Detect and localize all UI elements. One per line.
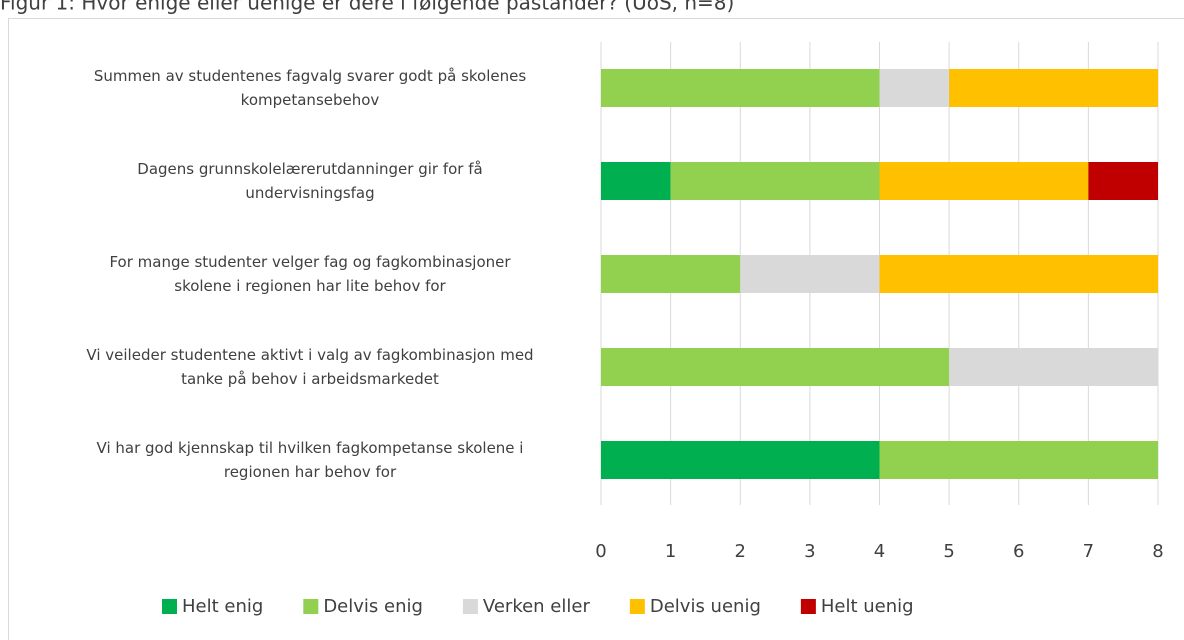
bar-segment (740, 255, 880, 293)
legend-swatch (162, 599, 177, 614)
bar-segment (670, 162, 880, 200)
bar-segment (879, 441, 1158, 479)
category-label: For mange studenter velger fag og fagkom… (109, 253, 511, 295)
bar-segment (879, 162, 1089, 200)
bar-segment (949, 348, 1158, 386)
x-tick-label: 7 (1083, 541, 1094, 562)
bar-segment (601, 255, 741, 293)
x-tick-label: 5 (943, 541, 954, 562)
x-tick-label: 3 (804, 541, 815, 562)
category-label: Summen av studentenes fagvalg svarer god… (93, 67, 527, 109)
legend-label: Verken eller (483, 596, 591, 617)
x-tick-label: 8 (1152, 541, 1163, 562)
bar-segment (601, 348, 950, 386)
bar-segment (949, 69, 1158, 107)
legend-label: Delvis enig (323, 596, 423, 617)
legend-label: Delvis uenig (650, 596, 761, 617)
chart-title: Figur 1: Hvor enige eller uenige er dere… (0, 0, 734, 15)
legend-swatch (629, 599, 645, 614)
x-tick-label: 6 (1013, 541, 1024, 562)
category-label: Vi har god kjennskap til hvilken fagkomp… (96, 439, 524, 481)
category-label: Vi veileder studentene aktivt i valg av … (86, 346, 534, 388)
category-label: Dagens grunnskolelærerutdanninger gir fo… (137, 160, 483, 202)
bar-segment (601, 69, 880, 107)
x-tick-label: 0 (595, 541, 606, 562)
legend-label: Helt uenig (821, 596, 914, 617)
bar-segment (1088, 162, 1158, 200)
x-tick-label: 4 (874, 541, 885, 562)
legend-swatch (303, 599, 319, 614)
legend-swatch (800, 599, 816, 614)
chart-border (8, 18, 1184, 640)
bar-segment (601, 162, 671, 200)
bar-segment (601, 441, 880, 479)
x-tick-label: 1 (665, 541, 676, 562)
legend-swatch (462, 599, 478, 614)
bar-segment (879, 255, 1158, 293)
legend-label: Helt enig (182, 596, 263, 617)
x-tick-label: 2 (735, 541, 746, 562)
bar-segment (879, 69, 950, 107)
